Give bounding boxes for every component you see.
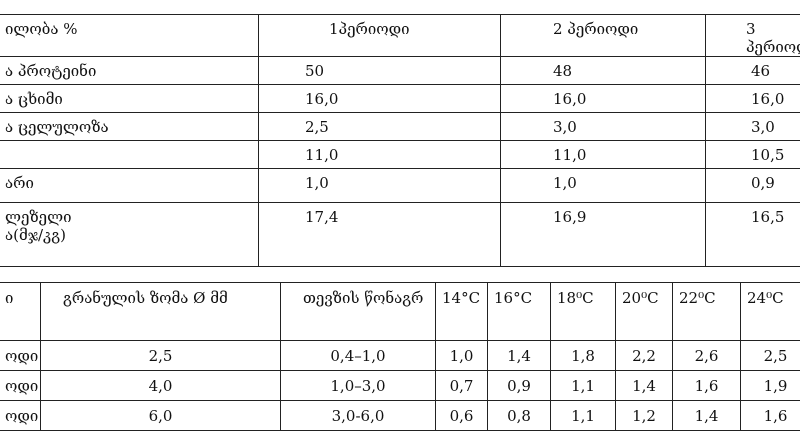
table-cell: არი bbox=[0, 168, 259, 203]
table-cell: 1,6 bbox=[740, 400, 800, 431]
table-row: ა ცელულოზა 2,5 3,0 3,0 bbox=[0, 112, 800, 141]
table-cell: 0,6 bbox=[435, 400, 488, 431]
table-cell: 2 პერიოდი bbox=[500, 14, 706, 57]
table-cell: 3 პერიოდ bbox=[705, 14, 800, 57]
table-cell: 0,9 bbox=[487, 370, 551, 401]
table-cell: ა ცელულოზა bbox=[0, 112, 259, 141]
table-cell: გრანულის ზომა Ø მმ bbox=[40, 282, 281, 341]
table-cell: 4,0 bbox=[40, 370, 281, 401]
table-cell: 1,0 bbox=[500, 168, 706, 203]
table-cell: 22⁰C bbox=[672, 282, 741, 341]
table-row: ოდი 2,5 0,4–1,0 1,0 1,4 1,8 2,2 2,6 2,5 bbox=[0, 340, 800, 371]
table-cell bbox=[0, 140, 259, 169]
table-cell: 1,9 bbox=[740, 370, 800, 401]
table-cell: 1,8 bbox=[550, 340, 616, 371]
table-cell: 1,1 bbox=[550, 370, 616, 401]
table-cell: 1,4 bbox=[615, 370, 673, 401]
table-cell: 20⁰C bbox=[615, 282, 673, 341]
table-cell: 6,0 bbox=[40, 400, 281, 431]
table-cell: ლეზელი ა(მჯ/კგ) bbox=[0, 202, 259, 267]
table-cell: 3,0 bbox=[500, 112, 706, 141]
table-cell: ოდი bbox=[0, 340, 41, 371]
table-row: ი გრანულის ზომა Ø მმ თევზის წონაგრ 14°C 16°C… bbox=[0, 282, 800, 341]
table-cell: 2,6 bbox=[672, 340, 741, 371]
table-cell: ა ცხიმი bbox=[0, 84, 259, 113]
table-cell: 1,4 bbox=[487, 340, 551, 371]
table-cell: 24⁰C bbox=[740, 282, 800, 341]
table-cell: 1,1 bbox=[550, 400, 616, 431]
table-cell: 46 bbox=[705, 56, 800, 85]
table-cell: 1,0 bbox=[435, 340, 488, 371]
table-row: ა პროტეინი 50 48 46 bbox=[0, 56, 800, 85]
table-cell: 1პერიოდი bbox=[258, 14, 501, 57]
table-cell: 17,4 bbox=[258, 202, 501, 267]
table-cell: 16,0 bbox=[500, 84, 706, 113]
table-cell: 11,0 bbox=[500, 140, 706, 169]
table-cell: 18⁰C bbox=[550, 282, 616, 341]
table-cell: 16,9 bbox=[500, 202, 706, 267]
table-cell: 2,2 bbox=[615, 340, 673, 371]
table-cell: 2,5 bbox=[740, 340, 800, 371]
table-cell: 1,6 bbox=[672, 370, 741, 401]
table-cell: 2,5 bbox=[40, 340, 281, 371]
table-cell: 14°C bbox=[435, 282, 488, 341]
table-cell: ოდი bbox=[0, 370, 41, 401]
table-cell: 10,5 bbox=[705, 140, 800, 169]
table-row: ოდი 6,0 3,0-6,0 0,6 0,8 1,1 1,2 1,4 1,6 bbox=[0, 400, 800, 431]
table-cell: ილობა % bbox=[0, 14, 259, 57]
table-cell: ა პროტეინი bbox=[0, 56, 259, 85]
table-cell: 3,0 bbox=[705, 112, 800, 141]
table-cell: 1,4 bbox=[672, 400, 741, 431]
table-cell: 0,9 bbox=[705, 168, 800, 203]
table-cell: 3,0-6,0 bbox=[280, 400, 436, 431]
feeding-table: ი გრანულის ზომა Ø მმ თევზის წონაგრ 14°C 16°C… bbox=[0, 282, 800, 431]
table-cell: 0,8 bbox=[487, 400, 551, 431]
table-cell: 11,0 bbox=[258, 140, 501, 169]
table-cell: 0,7 bbox=[435, 370, 488, 401]
table-cell: ოდი bbox=[0, 400, 41, 431]
table-cell: თევზის წონაგრ bbox=[280, 282, 436, 341]
table-cell: 16,0 bbox=[258, 84, 501, 113]
table-row: არი 1,0 1,0 0,9 bbox=[0, 168, 800, 203]
table-row: ლეზელი ა(მჯ/კგ) 17,4 16,9 16,5 bbox=[0, 202, 800, 267]
table-cell: 16,0 bbox=[705, 84, 800, 113]
table-cell: 1,2 bbox=[615, 400, 673, 431]
table-row: ა ცხიმი 16,0 16,0 16,0 bbox=[0, 84, 800, 113]
table-cell: 50 bbox=[258, 56, 501, 85]
table-cell: 2,5 bbox=[258, 112, 501, 141]
table-row: 11,0 11,0 10,5 bbox=[0, 140, 800, 169]
table-cell: 48 bbox=[500, 56, 706, 85]
table-cell: 1,0–3,0 bbox=[280, 370, 436, 401]
table-cell: 1,0 bbox=[258, 168, 501, 203]
table-cell: 16,5 bbox=[705, 202, 800, 267]
table-cell: 0,4–1,0 bbox=[280, 340, 436, 371]
table-row: ოდი 4,0 1,0–3,0 0,7 0,9 1,1 1,4 1,6 1,9 bbox=[0, 370, 800, 401]
table-cell: 16°C bbox=[487, 282, 551, 341]
table-cell: ი bbox=[0, 282, 41, 341]
